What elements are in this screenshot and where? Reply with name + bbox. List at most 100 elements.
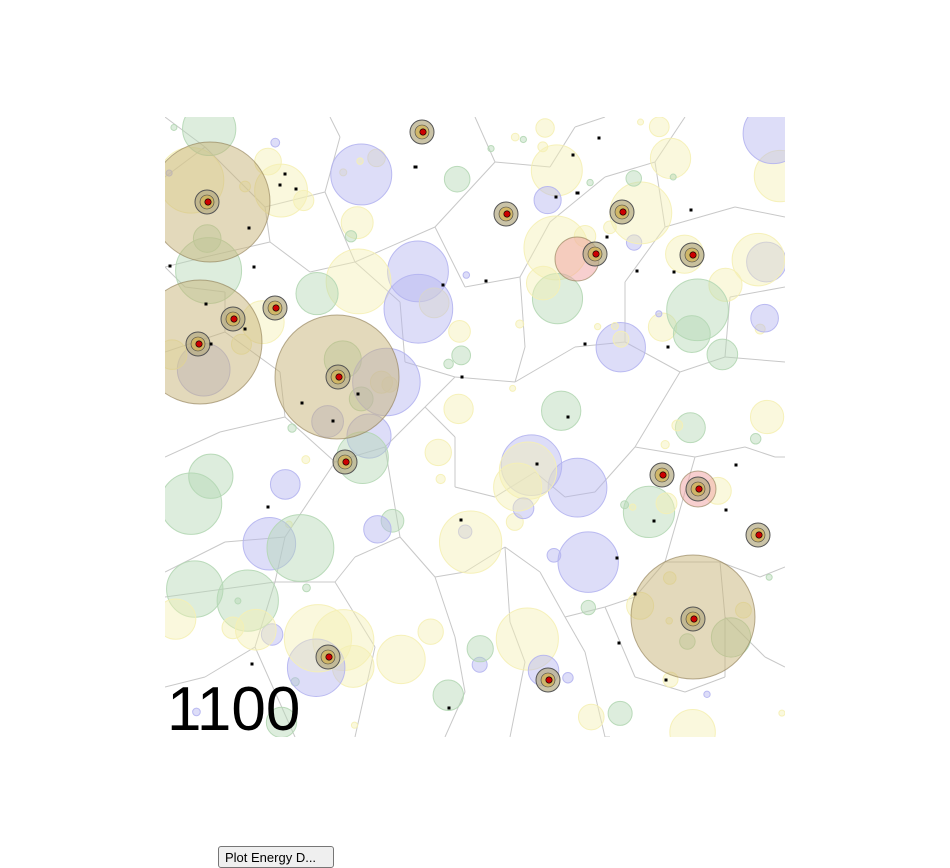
particle-dot [484,279,488,283]
particle-dot [283,172,287,176]
particle-dot [734,463,738,467]
food-particle [666,278,729,342]
food-particle [438,510,503,574]
particle-dot [247,226,251,230]
food-particle [234,597,242,605]
particle-dot [168,264,172,268]
food-particle [417,618,444,645]
food-particle [495,607,559,671]
food-particle [672,315,711,353]
voronoi-edge [284,461,336,538]
voronoi-edge [204,646,256,678]
particle-dot [413,165,417,169]
voronoi-edge [549,176,606,223]
voronoi-edge [634,446,696,458]
particle-dot [554,195,558,199]
food-particle [533,186,562,215]
voronoi-edge [744,446,776,458]
food-particle [170,123,178,131]
particle-dot [447,706,451,710]
simulation-canvas: 1100 [165,117,785,737]
food-particle [451,345,472,366]
creature-body [659,471,667,479]
food-particle [731,232,785,287]
food-particle [432,679,465,711]
voronoi-edge [434,576,456,638]
voronoi-edge [309,261,356,273]
voronoi-edge [165,431,221,458]
voronoi-edge [254,581,276,648]
voronoi-edge [584,651,606,737]
creature-body [695,485,703,493]
voronoi-edge [624,341,681,373]
food-particle [749,433,762,445]
particle-dot [652,519,656,523]
food-particle [580,599,597,616]
particle-dot [441,283,445,287]
food-particle [344,230,358,243]
particle-dot [635,269,639,273]
voronoi-edge [574,117,606,128]
creature-body [545,676,553,684]
creature-body [689,251,697,259]
food-particle [356,157,364,165]
food-particle [557,531,619,593]
food-particle [607,700,633,726]
particle-dot [617,641,621,645]
food-particle [625,170,642,187]
voronoi-edge [604,596,636,608]
food-particle [266,514,335,582]
food-particles [165,117,785,737]
agent [685,476,711,502]
particle-dot [250,662,254,666]
voronoi-edge [594,446,636,493]
voronoi-edge [474,117,496,163]
plot-energy-button[interactable]: Plot Energy D... [218,846,334,868]
food-particle [367,148,386,168]
particle-dot [204,302,208,306]
particle-dot [252,265,256,269]
food-particle [192,707,201,717]
food-particle [562,672,574,684]
voronoi-edge [354,646,376,737]
particle-dot [664,678,668,682]
creature-body [755,531,763,539]
voronoi-edge [564,606,606,618]
food-particle [188,453,234,499]
food-particle [594,323,602,331]
food-particle [443,358,454,370]
voronoi-edge [604,161,656,178]
voronoi-edge [424,376,456,408]
food-particle [541,390,582,431]
creature-body [230,315,238,323]
particle-dot [278,183,282,187]
creature-body [619,208,627,216]
agent [745,522,771,548]
agent [185,331,211,357]
particle-dot [597,136,601,140]
food-particle [510,132,520,142]
voronoi-edge [254,646,296,737]
voronoi-edge [219,416,286,433]
particle-dot [331,419,335,423]
food-particle [325,248,392,315]
food-particle [703,690,711,698]
creature-body [335,373,343,381]
food-particle [671,419,684,432]
agent [680,606,706,632]
voronoi-edge [329,117,341,138]
food-particle [165,598,197,640]
creature-body [325,653,333,661]
food-particle [660,439,670,450]
food-particle [462,271,471,279]
step-counter: 1100 [167,675,301,738]
food-particle [302,583,311,593]
voronoi-edge [549,126,576,168]
food-particle [383,273,454,344]
food-particle [620,500,630,510]
voronoi-edge [434,161,496,228]
voronoi-edge [724,356,785,363]
food-particle [637,118,645,126]
voronoi-edge [519,221,551,278]
voronoi-edge [534,471,566,498]
